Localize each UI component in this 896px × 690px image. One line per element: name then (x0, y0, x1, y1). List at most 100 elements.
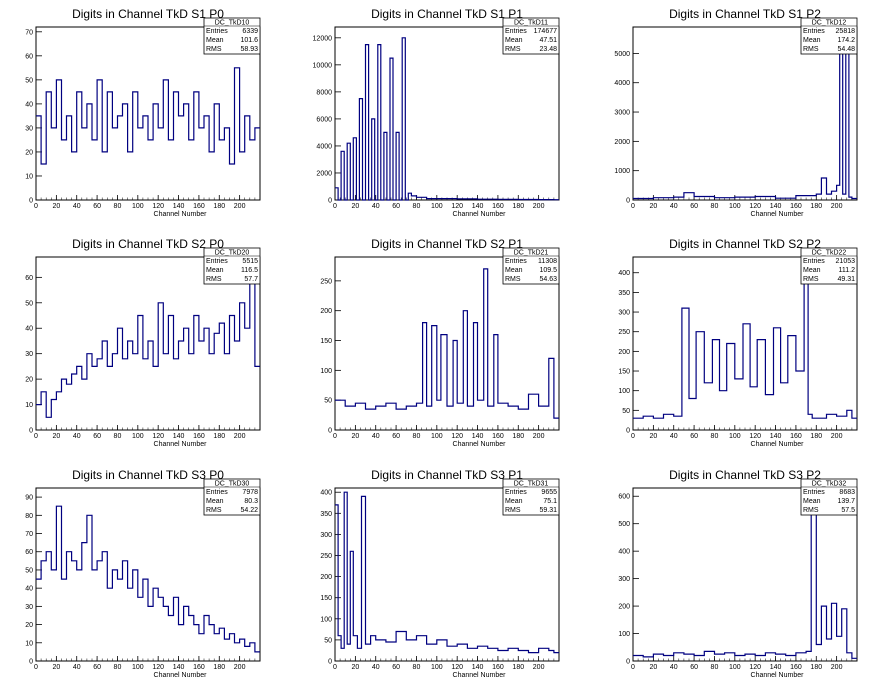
x-tick-label: 100 (431, 433, 443, 440)
stats-value-mean: 109.5 (539, 267, 557, 274)
histogram-series (633, 29, 857, 200)
histogram-panel-6: Digits in Channel TkD S2 P2 0 20 40 60 80 100 1… (618, 237, 858, 448)
x-tick-label: 180 (512, 664, 524, 671)
stats-label-mean: Mean (505, 498, 523, 505)
y-tick-label: 1000 (614, 168, 630, 175)
y-tick-label: 100 (320, 616, 332, 623)
x-axis-label: Channel Number (453, 441, 507, 448)
stats-name: DC_TkD10 (215, 20, 250, 27)
histogram-panel-2: Digits in Channel TkD S1 P1 0 20 40 60 80 100 1… (313, 7, 560, 218)
x-tick-label: 160 (193, 203, 205, 210)
stats-value-entries: 7978 (242, 489, 258, 496)
y-tick-label: 0 (328, 198, 332, 205)
stats-label-entries: Entries (505, 258, 527, 265)
stats-label-mean: Mean (505, 267, 523, 274)
x-tick-label: 80 (711, 203, 719, 210)
x-tick-label: 100 (132, 203, 144, 210)
histogram-series (36, 67, 260, 165)
x-tick-label: 120 (152, 203, 164, 210)
stats-value-mean: 116.5 (241, 267, 258, 274)
stats-label-rms: RMS (803, 507, 819, 514)
histogram-panel-3: Digits in Channel TkD S1 P2 0 20 40 60 80 100 1… (614, 7, 858, 218)
x-tick-label: 60 (392, 664, 400, 671)
x-axis-label: Channel Number (751, 441, 805, 448)
y-tick-label: 60 (25, 275, 33, 282)
x-tick-label: 40 (372, 433, 380, 440)
x-axis-label: Channel Number (453, 672, 507, 679)
stats-value-mean: 111.2 (839, 267, 856, 274)
x-tick-label: 40 (670, 433, 678, 440)
y-tick-label: 20 (25, 622, 33, 629)
y-tick-label: 400 (618, 549, 630, 556)
stats-value-rms: 59.31 (539, 507, 557, 514)
stats-box (203, 478, 261, 516)
stats-name: DC_TkD22 (812, 250, 847, 257)
y-tick-label: 10 (25, 402, 33, 409)
stats-value-entries: 6339 (242, 28, 258, 35)
y-tick-label: 0 (29, 198, 33, 205)
y-tick-label: 200 (320, 308, 332, 315)
x-tick-label: 180 (213, 433, 225, 440)
x-tick-label: 160 (492, 203, 504, 210)
stats-value-rms: 57.7 (244, 276, 258, 283)
x-tick-label: 80 (114, 203, 122, 210)
stats-value-rms: 57.5 (841, 507, 855, 514)
y-tick-label: 50 (324, 398, 332, 405)
x-tick-label: 140 (472, 203, 484, 210)
x-axis-label: Channel Number (154, 441, 208, 448)
stats-label-mean: Mean (206, 267, 224, 274)
y-tick-label: 20 (25, 377, 33, 384)
stats-value-entries: 9655 (541, 489, 557, 496)
stats-label-rms: RMS (206, 507, 222, 514)
stats-value-rms: 23.48 (539, 46, 557, 53)
x-tick-label: 20 (52, 203, 60, 210)
y-tick-label: 100 (618, 388, 630, 395)
histogram-series (335, 37, 559, 201)
x-tick-label: 80 (711, 433, 719, 440)
x-tick-label: 100 (431, 203, 443, 210)
x-tick-label: 20 (351, 664, 359, 671)
stats-name: DC_TkD32 (812, 481, 847, 488)
y-tick-label: 150 (320, 338, 332, 345)
x-tick-label: 100 (132, 664, 144, 671)
x-tick-label: 120 (749, 203, 761, 210)
histogram-panel-5: Digits in Channel TkD S2 P1 0 20 40 60 80 100 1… (320, 237, 560, 448)
y-tick-label: 80 (25, 513, 33, 520)
x-tick-label: 200 (831, 664, 843, 671)
x-tick-label: 100 (729, 203, 741, 210)
stats-label-entries: Entries (803, 28, 825, 35)
x-tick-label: 140 (173, 664, 185, 671)
y-tick-label: 300 (618, 310, 630, 317)
y-tick-label: 10000 (313, 62, 333, 69)
x-tick-label: 0 (333, 664, 337, 671)
x-tick-label: 40 (73, 664, 81, 671)
x-tick-label: 200 (234, 664, 246, 671)
histogram-panel-7: Digits in Channel TkD S3 P00 20 40 60 80 100 1… (25, 468, 261, 679)
y-tick-label: 2000 (316, 170, 332, 177)
y-tick-label: 100 (320, 368, 332, 375)
histogram-series (335, 268, 559, 419)
stats-label-mean: Mean (803, 37, 821, 44)
x-axis-label: Channel Number (751, 211, 805, 218)
x-tick-label: 160 (193, 433, 205, 440)
y-tick-label: 500 (618, 521, 630, 528)
x-tick-label: 100 (132, 433, 144, 440)
x-tick-label: 40 (670, 203, 678, 210)
chart-title: Digits in Channel TkD S2 P1 (371, 237, 523, 251)
x-axis-label: Channel Number (453, 211, 507, 218)
stats-value-rms: 54.22 (240, 507, 258, 514)
x-tick-label: 60 (93, 203, 101, 210)
y-tick-label: 10 (25, 640, 33, 647)
stats-box (502, 247, 560, 285)
stats-label-mean: Mean (206, 498, 224, 505)
y-tick-label: 250 (618, 329, 630, 336)
y-tick-label: 10 (25, 173, 33, 180)
x-tick-label: 60 (392, 203, 400, 210)
y-tick-label: 40 (25, 586, 33, 593)
stats-box (502, 478, 560, 516)
x-tick-label: 100 (431, 664, 443, 671)
histogram-panel-8: Digits in Channel TkD S3 P1 0 20 40 60 80 100 1… (320, 468, 560, 679)
chart-title: Digits in Channel TkD S1 P1 (371, 7, 523, 21)
stats-label-entries: Entries (803, 258, 825, 265)
x-axis-label: Channel Number (154, 211, 208, 218)
